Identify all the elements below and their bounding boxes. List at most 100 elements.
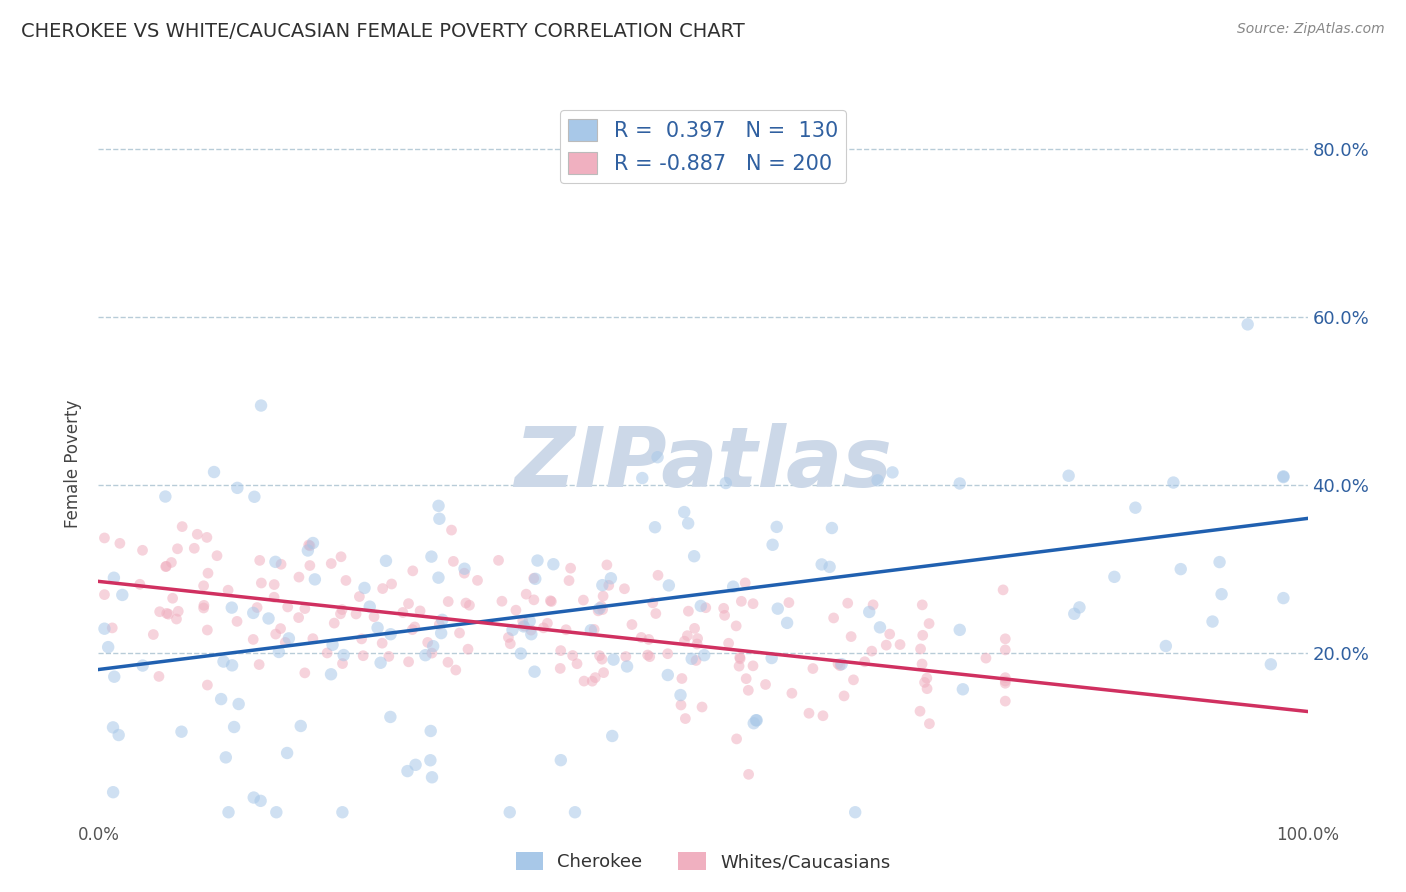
Point [685,653,707,667]
Point [572,593,595,607]
Point [415,648,437,663]
Point [524,572,547,586]
Point [512,614,534,628]
Point [270,558,292,572]
Point [513,619,536,633]
Point [1260,657,1282,672]
Point [745,714,768,728]
Point [583,623,606,637]
Point [831,657,853,672]
Point [277,632,299,646]
Point [657,647,679,661]
Point [298,539,321,553]
Point [440,523,463,537]
Point [866,474,889,488]
Point [224,720,246,734]
Point [579,624,602,638]
Point [523,571,546,585]
Point [359,599,381,614]
Point [860,644,883,658]
Point [765,520,787,534]
Point [797,706,820,721]
Point [502,623,524,637]
Point [288,570,311,584]
Point [600,729,623,743]
Point [499,637,522,651]
Point [437,594,460,608]
Point [879,627,901,641]
Point [555,623,578,637]
Point [93,531,115,545]
Point [588,648,610,663]
Point [728,651,751,665]
Point [561,648,583,663]
Point [330,602,353,616]
Point [458,599,481,613]
Point [263,577,285,591]
Point [949,476,972,491]
Point [432,613,454,627]
Point [149,605,172,619]
Point [869,620,891,634]
Point [344,607,367,621]
Point [420,770,443,784]
Point [332,805,354,820]
Point [332,657,354,671]
Point [974,651,997,665]
Point [911,598,934,612]
Point [737,767,759,781]
Point [591,578,613,592]
Point [193,579,215,593]
Point [441,554,464,568]
Point [911,628,934,642]
Point [427,571,450,585]
Point [911,657,934,671]
Point [467,574,489,588]
Point [766,601,789,615]
Point [875,638,897,652]
Point [572,674,595,689]
Point [128,577,150,591]
Point [647,568,669,582]
Point [693,648,716,663]
Point [918,716,941,731]
Point [371,636,394,650]
Point [247,657,270,672]
Point [274,635,297,649]
Point [837,596,859,610]
Point [811,708,834,723]
Point [103,571,125,585]
Point [107,728,129,742]
Point [1057,468,1080,483]
Point [1125,500,1147,515]
Point [371,582,394,596]
Point [641,596,664,610]
Point [512,619,534,633]
Point [889,638,911,652]
Point [264,555,287,569]
Point [994,676,1017,690]
Point [422,639,444,653]
Point [776,615,799,630]
Point [810,558,832,572]
Point [853,655,876,669]
Point [221,600,243,615]
Point [543,558,565,572]
Point [565,657,588,671]
Point [378,649,401,664]
Point [1154,639,1177,653]
Point [491,594,513,608]
Point [193,601,215,615]
Point [398,597,420,611]
Point [370,656,392,670]
Point [730,594,752,608]
Point [647,450,669,465]
Point [499,805,522,820]
Point [658,578,681,592]
Point [596,558,619,572]
Point [267,645,290,659]
Point [157,607,180,622]
Point [918,616,941,631]
Point [994,671,1017,685]
Point [353,581,375,595]
